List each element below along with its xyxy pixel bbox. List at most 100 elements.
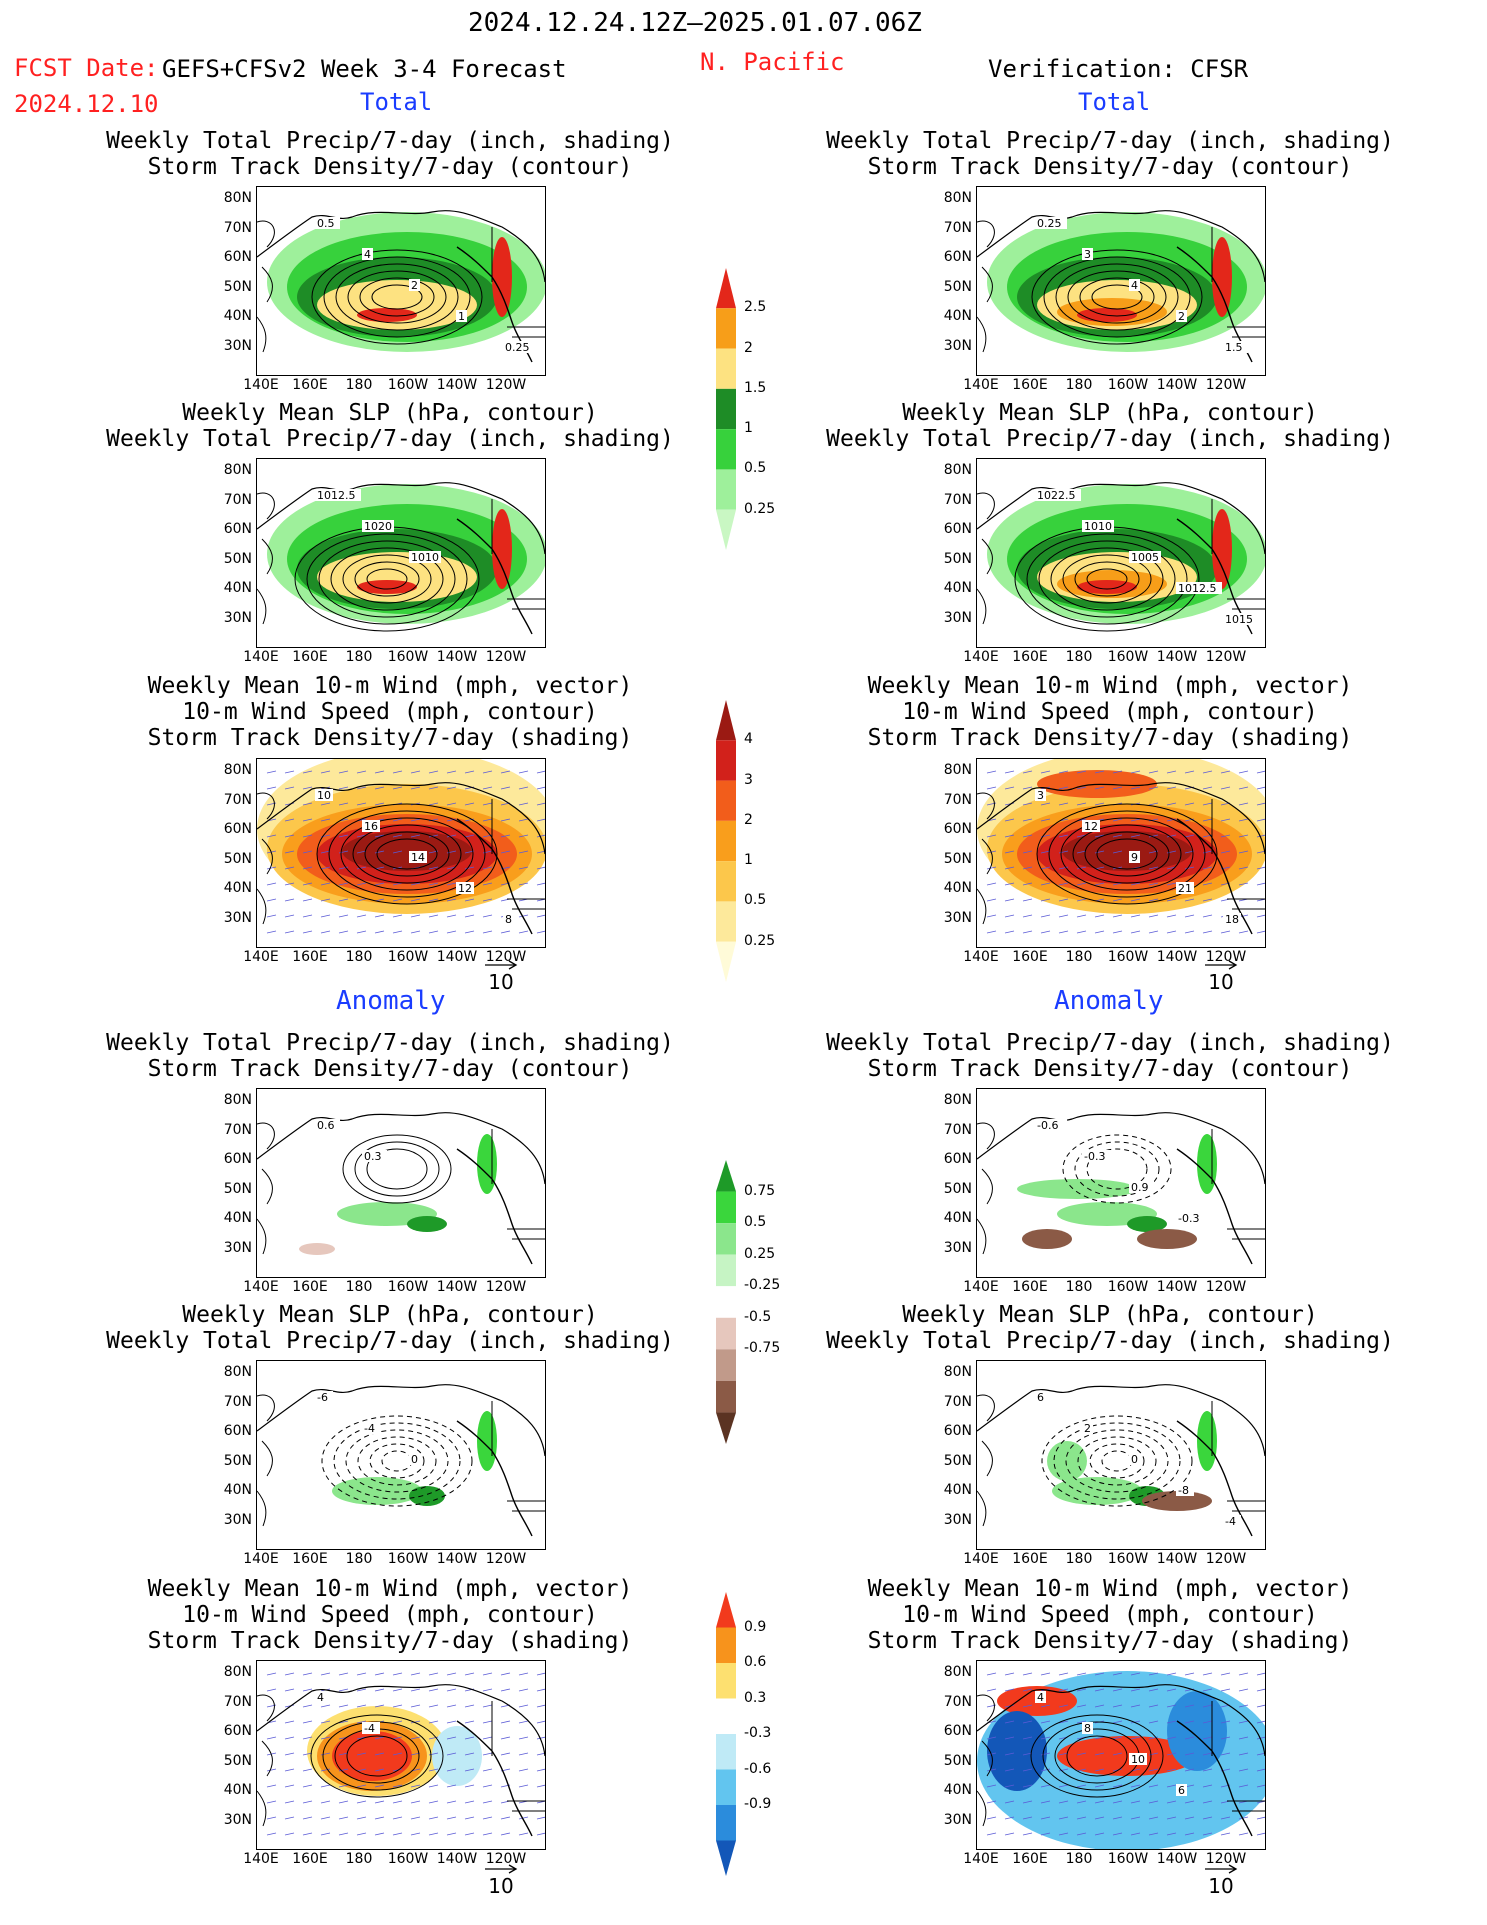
- lon-tick-label: 120W: [485, 377, 527, 393]
- wind-vector: [1166, 1784, 1177, 1788]
- lat-tick-label: 30N: [223, 1239, 252, 1256]
- wind-vector: [1148, 1720, 1159, 1724]
- wind-vector: [1238, 930, 1249, 934]
- wind-vector: [320, 1720, 331, 1724]
- wind-vector: [428, 882, 439, 886]
- wind-vector: [320, 1736, 331, 1740]
- lon-tick-label: 160W: [1107, 1279, 1149, 1295]
- wind-vector: [356, 1768, 367, 1772]
- storm-anom-contour: [354, 1141, 440, 1197]
- wind-vector: [356, 1752, 367, 1756]
- lon-tick-label: 180: [345, 1279, 373, 1295]
- wind-vector: [1256, 1688, 1265, 1692]
- wind-vector: [1148, 1768, 1159, 1772]
- wind-vector: [1040, 1704, 1051, 1708]
- wind-vector: [446, 1784, 457, 1788]
- wind-vector: [1040, 930, 1051, 934]
- wind-vector: [1040, 1832, 1051, 1836]
- map-panel-p1: 0.5 4 2 1 0.25: [256, 186, 546, 376]
- map-p12: 4 8 10 6: [977, 1671, 1265, 1849]
- colorbar-swatch: [716, 388, 736, 430]
- ref-vector-left-total: 10: [476, 960, 526, 994]
- lon-tick-label: 160W: [1107, 1551, 1149, 1567]
- lon-tick-label: 180: [1065, 1551, 1093, 1567]
- lon-tick-label: 160E: [292, 1279, 328, 1295]
- fcst-model-title: GEFS+CFSv2 Week 3-4 Forecast: [162, 55, 567, 83]
- wind-vector: [518, 850, 529, 854]
- colorbar-label: 0.5: [744, 460, 767, 477]
- wind-vector: [1148, 1832, 1159, 1836]
- wind-contour: [340, 817, 474, 891]
- colorbar-swatch: [716, 1698, 736, 1734]
- precip-shade: [1077, 580, 1137, 594]
- wind-vector: [1184, 914, 1195, 918]
- wind-vector: [1022, 1688, 1033, 1692]
- wind-vector: [1022, 834, 1033, 838]
- wind-vector: [1220, 1832, 1231, 1836]
- wind-vector: [1256, 930, 1265, 934]
- wind-vector: [464, 930, 475, 934]
- wind-vector: [446, 1688, 457, 1692]
- wind-vector: [536, 1704, 545, 1708]
- wind-vector: [1094, 882, 1105, 886]
- wind-vector: [518, 818, 529, 822]
- wind-vector: [1202, 818, 1213, 822]
- lon-tick-label: 160W: [387, 377, 429, 393]
- wind-vector: [1076, 770, 1087, 774]
- slp-anom-contour: [1077, 1436, 1157, 1486]
- lat-tick-label: 70N: [943, 1393, 972, 1410]
- slp-anom-contour: [357, 1436, 437, 1486]
- wind-vector: [482, 818, 493, 822]
- wind-vector: [464, 1720, 475, 1724]
- contour-label-bg: [1223, 1515, 1241, 1527]
- contour-label-bg: [362, 1150, 387, 1162]
- wind-vector: [1256, 1768, 1265, 1772]
- lat-tick-label: 70N: [223, 1121, 252, 1138]
- wind-vector: [500, 930, 511, 934]
- contour-label: 2: [1084, 1422, 1091, 1435]
- wind-vector: [1112, 1736, 1123, 1740]
- wind-vector: [1058, 786, 1069, 790]
- contour-label-bg: [409, 551, 441, 563]
- lat-tick-label: 40N: [943, 1482, 972, 1498]
- wind-vector: [1058, 770, 1069, 774]
- wind-vector: [1184, 834, 1195, 838]
- lat-tick-label: 70N: [943, 1693, 972, 1710]
- wind-vector: [482, 930, 493, 934]
- slp-anom-contour: [1101, 1450, 1133, 1472]
- precip-anom-shade: [407, 1216, 447, 1232]
- lat-tick-label: 80N: [943, 1664, 972, 1680]
- wind-vector: [1256, 1704, 1265, 1708]
- lat-tick-label: 80N: [223, 190, 252, 206]
- colorbar-swatch: [716, 348, 736, 389]
- panel-10-title: Weekly Mean SLP (hPa, contour) Weekly Tot…: [826, 1302, 1394, 1354]
- wind-vector: [1220, 850, 1231, 854]
- contour-label: 0.9: [1131, 1181, 1149, 1194]
- lat-tick-label: 70N: [223, 1693, 252, 1710]
- contour-label: 4: [1131, 279, 1138, 292]
- wind-vector: [302, 770, 313, 774]
- wind-vector: [1256, 1832, 1265, 1836]
- colorbar-storm_total: [716, 700, 736, 982]
- lon-tick-label: 180: [345, 649, 373, 665]
- storm-contour: [335, 263, 459, 331]
- wind-vector: [302, 1800, 313, 1804]
- contour-label-bg: [1082, 520, 1114, 532]
- wind-vector: [482, 914, 493, 918]
- wind-vector: [410, 818, 421, 822]
- lat-tick-label: 30N: [223, 1811, 252, 1828]
- lat-tick-label: 40N: [943, 1782, 972, 1798]
- wind-vector: [302, 834, 313, 838]
- wind-vector: [1022, 1800, 1033, 1804]
- precip-anom-shade: [1142, 1491, 1212, 1511]
- wind-vector: [482, 770, 493, 774]
- contour-label: 18: [1225, 913, 1239, 926]
- wind-vector: [1076, 1688, 1087, 1692]
- wind-vector: [1040, 770, 1051, 774]
- wind-vector: [482, 1688, 493, 1692]
- wind-vector: [1112, 1688, 1123, 1692]
- panel-5-title: Weekly Mean 10-m Wind (mph, vector) 10-m …: [147, 673, 633, 751]
- wind-vector: [482, 1800, 493, 1804]
- lon-tick-label: 180: [1065, 649, 1093, 665]
- wind-vector: [1094, 802, 1105, 806]
